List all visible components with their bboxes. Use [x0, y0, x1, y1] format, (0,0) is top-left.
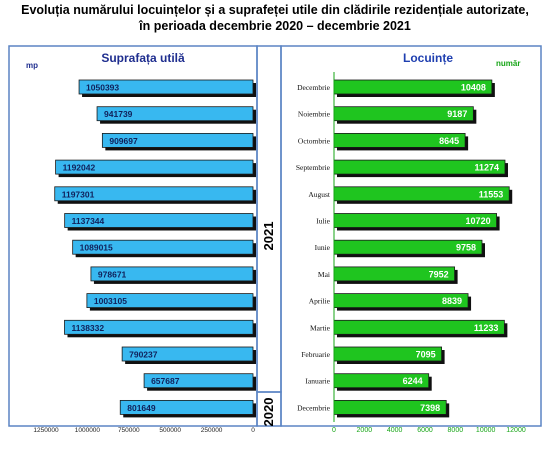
right-bar-value-label: 6244	[403, 376, 423, 386]
chart-title: Evoluția numărului locuințelor și a supr…	[0, 2, 550, 34]
chart-title-line2: în perioada decembrie 2020 – decembrie 2…	[139, 19, 411, 33]
left-tick-label: 1000000	[75, 427, 101, 434]
month-label: Februarie	[301, 350, 330, 359]
left-tick-label: 1250000	[33, 427, 59, 434]
right-bar-value-label: 11274	[474, 163, 499, 173]
left-bar-7	[90, 266, 254, 282]
left-panel-frame	[8, 45, 258, 427]
left-bar-value-label: 1197301	[62, 189, 95, 199]
month-label: Decembrie	[297, 403, 331, 412]
left-bar-value-label: 657687	[151, 376, 180, 386]
left-bar-value-label: 1138332	[71, 323, 104, 333]
left-bar-5	[64, 213, 254, 228]
right-tick-label: 2000	[357, 427, 373, 434]
right-panel-title: Locuințe	[403, 51, 453, 65]
left-bar-3	[55, 159, 254, 175]
right-bar-value-label: 10720	[466, 216, 491, 226]
month-label: Iulie	[316, 217, 330, 226]
right-unit-label: număr	[496, 59, 520, 68]
left-bar-value-label: 978671	[98, 269, 127, 279]
left-bar-value-label: 941739	[104, 109, 133, 119]
left-bar-value-label: 1089015	[80, 243, 113, 253]
right-bar-value-label: 8839	[442, 296, 462, 306]
right-bar-value-label: 7095	[416, 350, 436, 360]
left-bar-10	[121, 346, 254, 362]
left-bar-0	[78, 79, 254, 95]
left-bar-value-label: 1003105	[94, 296, 127, 306]
right-tick-label: 0	[332, 427, 336, 434]
year-label-2020: 2020	[261, 397, 276, 427]
right-bar-value-label: 8645	[439, 136, 459, 146]
left-bar-value-label: 801649	[127, 403, 156, 413]
left-bar-9	[64, 319, 254, 335]
month-label: Octombrie	[298, 136, 331, 145]
month-label: Iunie	[315, 243, 331, 252]
year-label-2021: 2021	[261, 221, 276, 251]
chart-title-line1: Evoluția numărului locuințelor și a supr…	[21, 3, 529, 17]
month-label: August	[308, 190, 331, 199]
left-bar-1	[96, 106, 254, 122]
right-bar-value-label: 7952	[429, 269, 449, 279]
right-tick-label: 12000	[506, 427, 526, 434]
left-bar-11	[143, 373, 254, 389]
left-bar-value-label: 1192042	[63, 163, 96, 173]
month-label: Septembrie	[296, 163, 331, 172]
right-panel-frame	[280, 45, 542, 427]
right-tick-label: 4000	[387, 427, 403, 434]
month-label: Martie	[310, 323, 331, 332]
left-unit-label: mp	[26, 61, 38, 70]
right-bar-value-label: 7398	[420, 403, 440, 413]
right-bar-value-label: 9758	[456, 243, 476, 253]
left-bar-6	[72, 239, 254, 255]
right-tick-label: 8000	[448, 427, 464, 434]
right-bar-value-label: 9187	[447, 109, 467, 119]
left-tick-label: 0	[251, 427, 255, 434]
left-tick-label: 500000	[159, 427, 181, 434]
left-bar-value-label: 909697	[109, 136, 138, 146]
right-bar-value-label: 10408	[461, 83, 486, 93]
left-tick-label: 250000	[201, 427, 223, 434]
right-tick-label: 6000	[417, 427, 433, 434]
month-label: Aprilie	[309, 297, 331, 306]
right-bar-value-label: 11553	[479, 189, 504, 199]
left-bar-8	[86, 293, 254, 309]
left-bar-12	[119, 399, 254, 415]
right-tick-label: 10000	[476, 427, 496, 434]
left-bar-2	[101, 132, 254, 148]
month-label: Mai	[318, 270, 330, 279]
month-label: Decembrie	[297, 83, 331, 92]
month-label: Noiembrie	[298, 110, 331, 119]
left-bar-value-label: 1137344	[72, 216, 105, 226]
left-bar-value-label: 790237	[129, 350, 158, 360]
right-bar-value-label: 11233	[474, 323, 499, 333]
left-bar-4	[54, 186, 254, 202]
left-panel-title: Suprafața utilă	[101, 51, 185, 65]
left-bar-value-label: 1050393	[86, 83, 119, 93]
month-label: Ianuarie	[305, 377, 330, 386]
left-tick-label: 750000	[118, 427, 140, 434]
